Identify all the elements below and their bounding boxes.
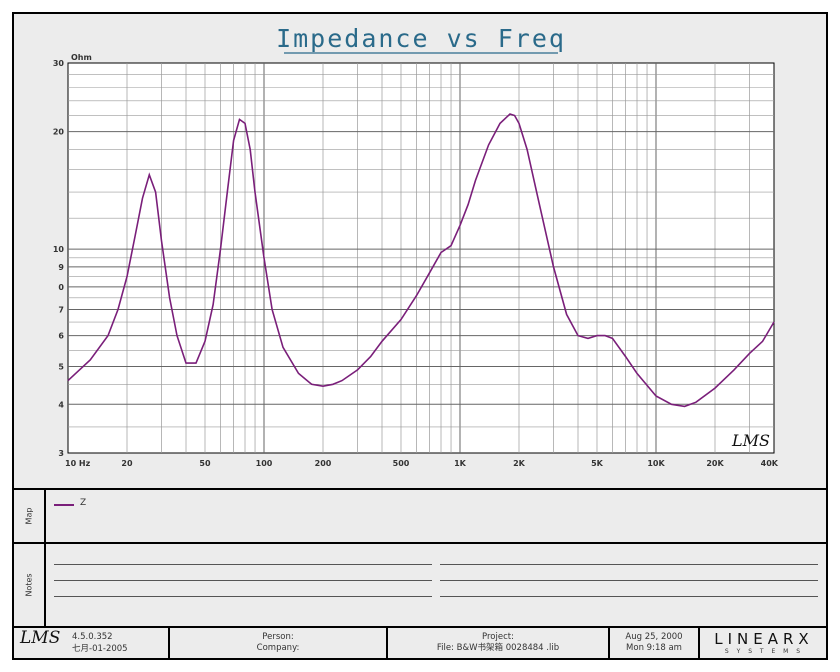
legend-swatch xyxy=(54,504,74,506)
footer-project-cell: Project: File: B&W书架箱 0028484 .lib xyxy=(388,628,610,660)
file-label: File: B&W书架箱 0028484 .lib xyxy=(436,643,560,653)
footer-date: Aug 25, 2000 xyxy=(625,632,683,642)
x-tick-label: 1K xyxy=(454,459,467,468)
note-line xyxy=(54,596,432,597)
x-tick-label: 500 xyxy=(393,459,410,468)
footer-person-cell: Person: Company: xyxy=(170,628,388,660)
y-tick-label: 4 xyxy=(58,400,64,409)
version-date: 七月-01-2005 xyxy=(72,644,128,654)
map-panel: Map Z xyxy=(14,488,828,542)
chart-title: Impedance vs Freq xyxy=(276,24,566,53)
x-tick-label: 2K xyxy=(513,459,526,468)
legend-entry: Z xyxy=(80,498,87,508)
x-tick-label: 20 xyxy=(121,459,133,468)
x-tick-label: 200 xyxy=(315,459,332,468)
footer-date-cell: Aug 25, 2000 Mon 9:18 am xyxy=(610,628,700,660)
y-unit-label: Ohm xyxy=(71,53,92,62)
x-tick-label: 40K xyxy=(761,459,779,468)
footer: LMS 4.5.0.352 七月-01-2005 Person: Company… xyxy=(14,626,828,660)
lms-watermark: LMS xyxy=(731,431,770,450)
footer-time: Mon 9:18 am xyxy=(626,643,682,653)
x-axis-labels: 10 Hz 20 50 100 200 500 1K 2K 5K 10K 20K 40K xyxy=(65,459,779,468)
notes-side-label: Notes xyxy=(14,544,46,626)
note-line xyxy=(54,580,432,581)
y-axis-labels: 3 4 5 6 7 0 9 10 20 30 xyxy=(53,59,65,458)
note-line xyxy=(440,564,818,565)
version-number: 4.5.0.352 xyxy=(72,632,113,642)
footer-version-cell: LMS 4.5.0.352 七月-01-2005 xyxy=(14,628,170,660)
y-tick-label: 6 xyxy=(58,332,64,341)
project-label: Project: xyxy=(482,632,514,642)
y-tick-label: 10 xyxy=(53,245,65,254)
person-label: Person: xyxy=(262,632,294,642)
y-tick-label: 7 xyxy=(58,305,64,314)
y-tick-label: 20 xyxy=(53,128,65,137)
x-tick-label: 10 Hz xyxy=(65,459,91,468)
impedance-chart: Impedance vs Freq 10 Hz 20 50 100 200 500 1K 2K… xyxy=(14,14,826,488)
y-tick-label: 30 xyxy=(53,59,65,68)
map-side-label: Map xyxy=(14,490,46,542)
series-z-line xyxy=(67,113,775,408)
note-line xyxy=(440,580,818,581)
x-tick-label: 20K xyxy=(706,459,724,468)
footer-brand-cell: LINEARX S Y S T E M S xyxy=(700,628,828,660)
notes-panel: Notes xyxy=(14,542,828,626)
note-line xyxy=(440,596,818,597)
y-tick-label: 9 xyxy=(58,263,64,272)
x-tick-label: 100 xyxy=(256,459,273,468)
x-tick-label: 5K xyxy=(591,459,604,468)
y-tick-label: 5 xyxy=(58,362,64,371)
x-tick-label: 10K xyxy=(647,459,665,468)
footer-lms-logo: LMS xyxy=(20,628,61,648)
grid xyxy=(68,63,774,453)
x-tick-label: 50 xyxy=(199,459,211,468)
y-tick-label: 3 xyxy=(58,449,64,458)
company-label: Company: xyxy=(256,643,300,653)
y-tick-label: 0 xyxy=(58,283,64,292)
linearx-subtitle: S Y S T E M S xyxy=(724,648,804,655)
note-line xyxy=(54,564,432,565)
linearx-logo: LINEARX xyxy=(714,630,814,648)
